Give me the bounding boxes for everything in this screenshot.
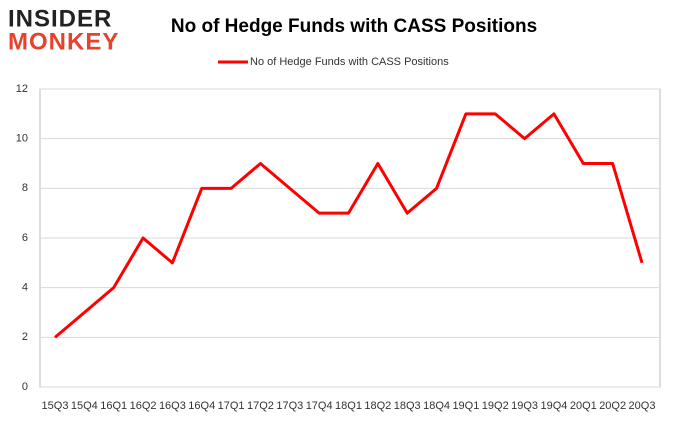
y-tick-label: 10 <box>16 133 28 145</box>
y-tick-label: 2 <box>22 331 28 343</box>
x-tick-label: 18Q1 <box>335 400 362 412</box>
x-tick-label: 20Q3 <box>629 400 656 412</box>
x-tick-label: 18Q3 <box>394 400 421 412</box>
y-tick-label: 12 <box>16 83 28 95</box>
x-tick-label: 16Q4 <box>188 400 215 412</box>
x-tick-label: 17Q4 <box>306 400 333 412</box>
x-tick-label: 18Q4 <box>423 400 450 412</box>
x-tick-label: 16Q3 <box>159 400 186 412</box>
x-tick-label: 18Q2 <box>364 400 391 412</box>
logo-top: INSIDER <box>8 5 112 32</box>
x-tick-label: 20Q1 <box>570 400 597 412</box>
x-tick-label: 17Q3 <box>276 400 303 412</box>
x-tick-label: 15Q3 <box>42 400 69 412</box>
x-tick-label: 19Q1 <box>452 400 479 412</box>
y-tick-label: 6 <box>22 232 28 244</box>
y-tick-label: 4 <box>22 282 28 294</box>
x-tick-label: 16Q1 <box>100 400 127 412</box>
x-tick-label: 17Q2 <box>247 400 274 412</box>
x-tick-label: 19Q3 <box>511 400 538 412</box>
x-tick-label: 17Q1 <box>218 400 245 412</box>
x-tick-label: 19Q2 <box>482 400 509 412</box>
x-tick-label: 16Q2 <box>130 400 157 412</box>
y-tick-label: 0 <box>22 381 28 393</box>
logo-bottom: MONKEY <box>8 28 119 55</box>
x-tick-label: 19Q4 <box>540 400 567 412</box>
x-tick-label: 15Q4 <box>71 400 98 412</box>
y-tick-label: 8 <box>22 182 28 194</box>
data-line <box>54 112 644 339</box>
legend-label: No of Hedge Funds with CASS Positions <box>250 56 449 68</box>
chart-title: No of Hedge Funds with CASS Positions <box>171 16 537 37</box>
x-tick-label: 20Q2 <box>599 400 626 412</box>
